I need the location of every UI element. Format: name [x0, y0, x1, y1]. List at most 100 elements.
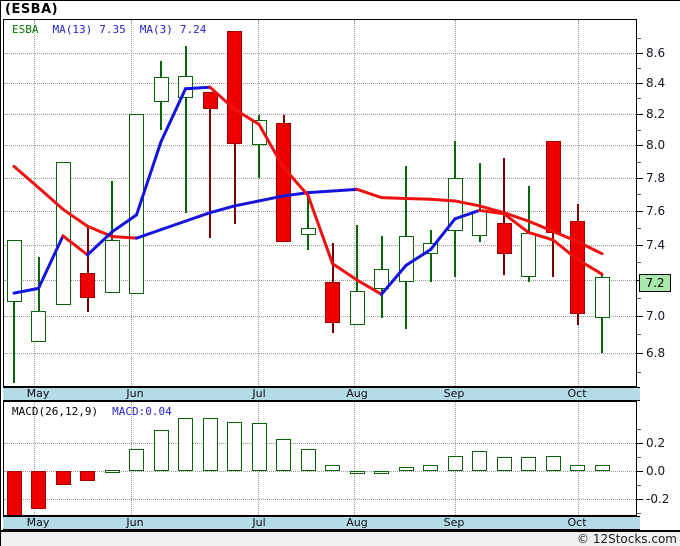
price-minor-tick	[637, 262, 641, 264]
price-chart-plot: ESBA MA(13) 7.35 MA(3) 7.24	[3, 19, 637, 387]
price-minor-tick	[637, 372, 641, 373]
price-gridline	[4, 83, 636, 85]
ma13-line-segment	[429, 197, 457, 203]
macd-tick-label: -0.2	[646, 492, 670, 506]
macd-tick	[637, 499, 643, 500]
candle-body	[153, 77, 169, 102]
price-minor-tick	[637, 297, 641, 299]
macd-bar	[423, 465, 438, 471]
candle-body	[227, 30, 242, 144]
macd-bar	[349, 471, 365, 474]
macd-tick	[637, 443, 643, 444]
ma3-value: 7.24	[179, 23, 207, 36]
month-axis-band-macd: May Jun Jul Aug Sep Oct	[3, 516, 640, 530]
candle-wick	[258, 115, 260, 178]
macd-tick-label: 0.0	[646, 464, 666, 478]
macd-bar	[251, 423, 267, 471]
ma13-line-segment	[282, 191, 310, 198]
ma3-line-segment	[61, 234, 89, 257]
price-gridline	[4, 177, 636, 179]
month-label: Jul	[252, 387, 266, 400]
macd-bar	[300, 448, 316, 471]
macd-bar	[80, 471, 95, 481]
price-tick-label: 8.4	[646, 76, 666, 91]
ma3-line-segment	[37, 234, 65, 290]
candle-wick	[184, 45, 187, 213]
ma13-label: MA(13)	[52, 23, 93, 36]
ma13-line-segment	[135, 228, 163, 240]
price-tick-label: 8.0	[646, 138, 666, 153]
ma3-line-segment	[380, 263, 408, 296]
candle-body	[202, 92, 218, 110]
price-tick	[637, 83, 643, 85]
month-gridline	[578, 402, 579, 515]
ma3-line-segment	[576, 258, 604, 276]
ma3-line-segment	[159, 87, 187, 144]
ma3-line-segment	[208, 85, 236, 111]
macd-bar	[472, 451, 487, 471]
ma13-line-segment	[184, 211, 212, 223]
credit-footer: © 12Stocks.com	[1, 532, 680, 546]
macd-minor-tick	[637, 485, 641, 486]
candle-body	[129, 113, 144, 295]
ma13-line-segment	[355, 187, 383, 200]
month-label: Jun	[126, 387, 144, 400]
macd-bar	[545, 455, 561, 471]
candle-body	[374, 269, 389, 289]
price-tick	[637, 210, 643, 212]
ma3-line-segment	[257, 122, 285, 169]
price-tick	[637, 113, 643, 115]
ma13-line-segment	[404, 196, 432, 201]
price-minor-tick	[637, 194, 641, 196]
macd-value-label: MACD:0.04	[112, 405, 172, 418]
macd-bar	[178, 417, 193, 471]
macd-bar	[31, 471, 46, 509]
ma3-line-segment	[331, 262, 359, 282]
ma3-line-segment	[12, 286, 40, 295]
ma13-line-segment	[37, 186, 65, 211]
candle-body	[31, 310, 46, 342]
month-label: May	[26, 516, 50, 529]
month-label: Oct	[567, 387, 587, 400]
price-minor-tick	[637, 161, 641, 163]
price-tick	[637, 177, 643, 179]
macd-tick-label: 0.2	[646, 436, 666, 450]
price-tick-label: 7.0	[646, 309, 666, 324]
candle-wick	[503, 158, 505, 275]
ma3-label: MA(3)	[139, 23, 173, 36]
macd-bar	[398, 466, 414, 471]
ma13-line-segment	[478, 204, 506, 215]
month-gridline	[34, 20, 35, 386]
price-gridline	[4, 245, 636, 247]
macd-minor-tick	[637, 429, 641, 430]
price-chart-legend: ESBA MA(13) 7.35 MA(3) 7.24	[12, 23, 206, 36]
price-gridline	[4, 145, 636, 147]
macd-bar	[104, 469, 120, 473]
price-minor-tick	[637, 98, 641, 100]
candle-body	[80, 272, 95, 298]
month-gridline	[354, 402, 355, 515]
ma3-line-segment	[502, 212, 530, 234]
month-label: Aug	[346, 387, 368, 400]
ma13-line-segment	[502, 211, 530, 223]
price-tick	[637, 316, 643, 318]
last-price-marker: 7.2	[639, 274, 671, 293]
candle-body	[276, 123, 291, 242]
macd-bar	[55, 471, 71, 485]
ma3-line-segment	[110, 213, 138, 234]
ma13-legend: MA(13) 7.35	[53, 23, 126, 36]
ma3-line-segment	[453, 208, 481, 221]
macd-minor-tick	[637, 513, 641, 514]
ma13-line-segment	[233, 199, 261, 208]
macd-gridline	[4, 443, 636, 444]
ma13-value: 7.35	[99, 23, 126, 36]
price-gridline	[4, 53, 636, 55]
macd-tick	[637, 471, 643, 472]
price-gridline	[4, 353, 636, 355]
price-tick	[637, 245, 643, 247]
ma3-line-segment	[135, 140, 163, 217]
macd-bar	[202, 417, 218, 471]
price-tick	[637, 353, 643, 355]
candle-body	[104, 239, 120, 293]
